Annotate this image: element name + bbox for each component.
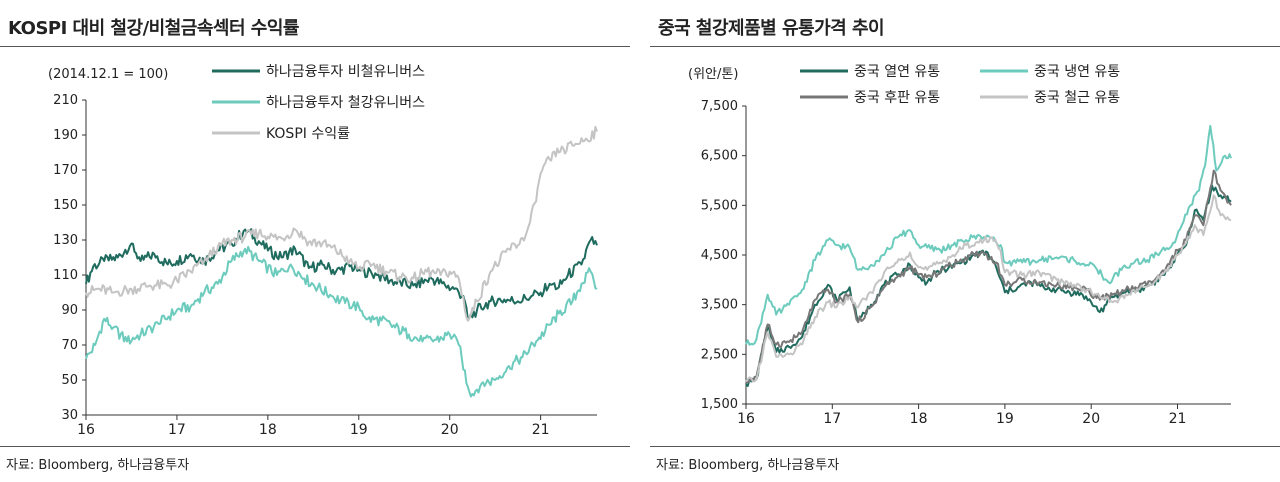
series-line-0 — [745, 184, 1232, 387]
chart-title: 중국 철강제품별 유통가격 추이 — [658, 18, 885, 39]
y-tick-label: 130 — [53, 233, 78, 248]
y-tick-label: 70 — [61, 338, 78, 353]
x-tick-label: 17 — [168, 422, 186, 438]
y-tick-label: 90 — [61, 303, 78, 318]
legend-label: 하나금융투자 비철유니버스 — [266, 64, 425, 80]
source-rule — [650, 446, 1280, 447]
legend-label: 중국 열연 유통 — [854, 64, 940, 80]
title-rule — [0, 46, 630, 47]
x-tick-label: 18 — [910, 411, 928, 427]
series-line-2 — [745, 169, 1232, 384]
chart-title: KOSPI 대비 철강/비철금속섹터 수익률 — [8, 18, 299, 39]
legend-label: 하나금융투자 철강유니버스 — [266, 95, 425, 111]
series-line-1 — [85, 245, 598, 398]
source-note: 자료: Bloomberg, 하나금융투자 — [656, 458, 840, 473]
y-tick-label: 30 — [61, 408, 78, 423]
y-tick-label: 3,500 — [701, 298, 738, 313]
x-tick-label: 16 — [77, 422, 95, 438]
title-rule — [650, 46, 1280, 47]
y-tick-label: 4,500 — [701, 248, 738, 263]
source-rule — [0, 446, 630, 447]
x-tick-label: 19 — [996, 411, 1014, 427]
y-tick-label: 1,500 — [701, 397, 738, 412]
unit-label: (2014.12.1 = 100) — [48, 67, 168, 82]
legend-label: KOSPI 수익률 — [266, 126, 350, 142]
x-tick-label: 20 — [441, 422, 459, 438]
chart-panel-china-steel-prices: 중국 철강제품별 유통가격 추이 1,500 2,500 3,500 4,500 5,5… — [650, 0, 1280, 482]
source-note: 자료: Bloomberg, 하나금융투자 — [6, 458, 190, 473]
y-tick-label: 5,500 — [701, 198, 738, 213]
y-tick-label: 210 — [53, 93, 78, 108]
x-tick-label: 18 — [259, 422, 277, 438]
x-tick-label: 20 — [1082, 411, 1100, 427]
y-tick-label: 190 — [53, 128, 78, 143]
unit-label: (위안/톤) — [688, 67, 738, 82]
series-line-0 — [85, 228, 598, 322]
x-tick-label: 17 — [823, 411, 841, 427]
y-tick-label: 50 — [61, 373, 78, 388]
series-line-2 — [85, 125, 598, 322]
series-line-3 — [745, 194, 1232, 383]
x-tick-label: 19 — [350, 422, 368, 438]
price-chart-svg: 1,500 2,500 3,500 4,500 5,500 6,500 7,500 16 17 1… — [688, 64, 1232, 427]
x-tick-label: 21 — [532, 422, 550, 438]
y-tick-label: 2,500 — [701, 347, 738, 362]
legend-label: 중국 냉연 유통 — [1034, 64, 1120, 80]
returns-chart-svg: 30 50 70 90 110 130 150 170 190 210 16 17 18 19 20 21 (2… — [48, 64, 598, 438]
y-tick-label: 6,500 — [701, 149, 738, 164]
y-tick-label: 170 — [53, 163, 78, 178]
y-tick-label: 150 — [53, 198, 78, 213]
legend-label: 중국 철근 유통 — [1034, 90, 1120, 106]
x-tick-label: 21 — [1169, 411, 1187, 427]
y-tick-label: 7,500 — [701, 99, 738, 114]
chart-panel-steel-returns: KOSPI 대비 철강/비철금속섹터 수익률 30 50 70 90 110 130 150… — [0, 0, 630, 482]
legend-label: 중국 후판 유통 — [854, 90, 940, 106]
x-tick-label: 16 — [737, 411, 755, 427]
y-tick-label: 110 — [53, 268, 78, 283]
